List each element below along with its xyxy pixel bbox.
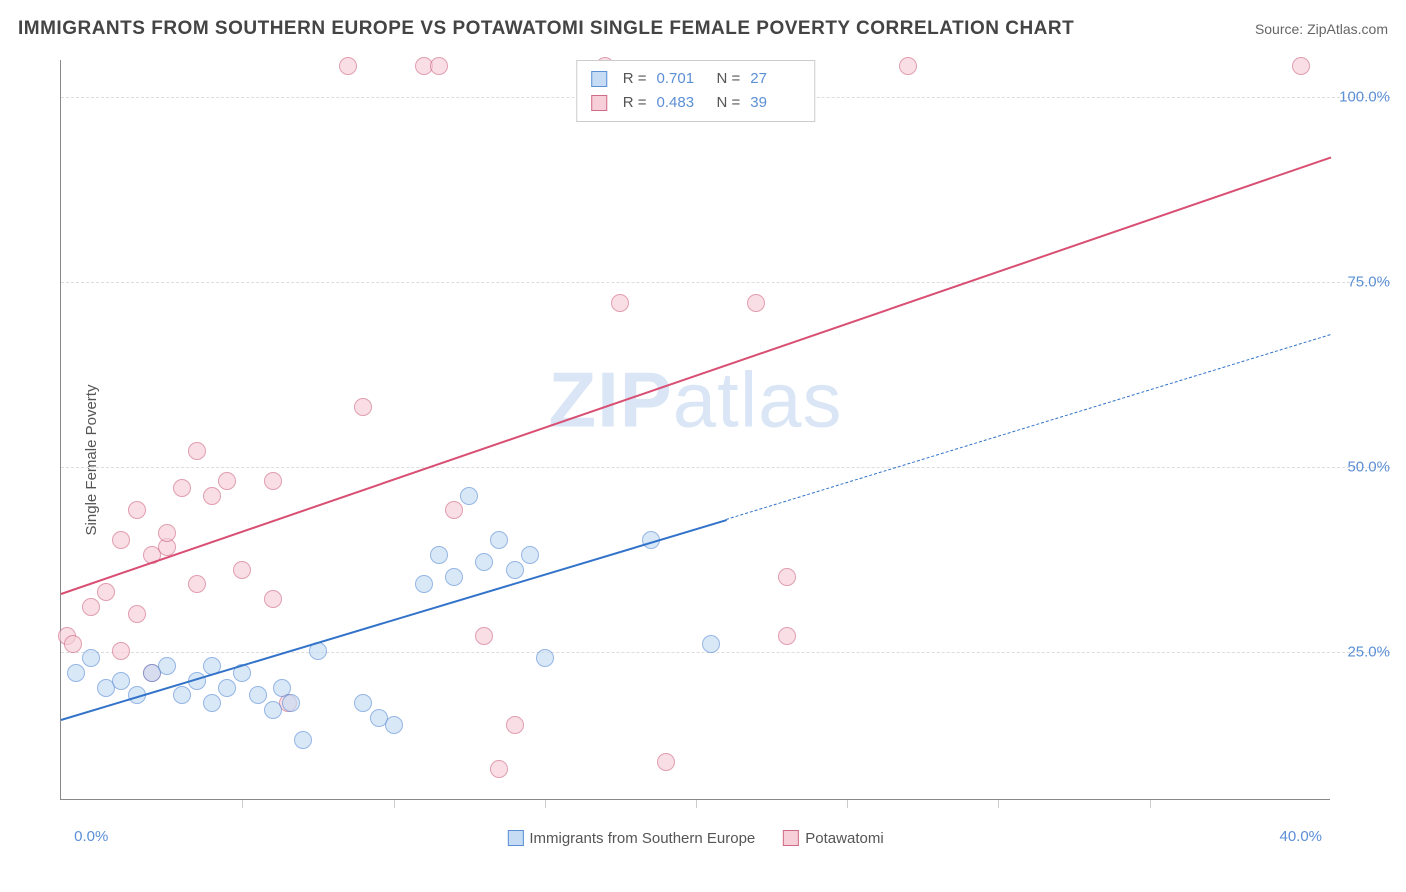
x-tick-label: 40.0% — [1279, 828, 1322, 845]
data-point-pink — [82, 598, 100, 616]
data-point-pink — [64, 635, 82, 653]
watermark-bold: ZIP — [548, 355, 672, 443]
watermark: ZIPatlas — [548, 354, 842, 445]
data-point-pink — [264, 472, 282, 490]
correlation-legend: R = 0.701 N = 27 R = 0.483 N = 39 — [576, 60, 816, 122]
data-point-pink — [188, 575, 206, 593]
legend-row-pink: R = 0.483 N = 39 — [591, 91, 801, 115]
r-value-blue: 0.701 — [657, 67, 707, 91]
data-point-blue — [445, 568, 463, 586]
gridline-h — [61, 652, 1390, 653]
data-point-pink — [203, 487, 221, 505]
x-tick — [394, 800, 395, 808]
n-value-blue: 27 — [750, 67, 800, 91]
x-tick — [847, 800, 848, 808]
r-label: R = — [623, 91, 647, 115]
n-value-pink: 39 — [750, 91, 800, 115]
data-point-blue — [203, 694, 221, 712]
r-label: R = — [623, 67, 647, 91]
data-point-pink — [97, 583, 115, 601]
x-tick — [998, 800, 999, 808]
data-point-pink — [475, 627, 493, 645]
data-point-pink — [233, 561, 251, 579]
data-point-pink — [112, 531, 130, 549]
y-tick-label: 75.0% — [1347, 274, 1390, 291]
data-point-pink — [899, 57, 917, 75]
data-point-blue — [158, 657, 176, 675]
data-point-blue — [67, 664, 85, 682]
n-label: N = — [717, 91, 741, 115]
data-point-pink — [657, 753, 675, 771]
watermark-light: atlas — [673, 355, 843, 443]
swatch-pink — [591, 95, 607, 111]
data-point-pink — [611, 294, 629, 312]
data-point-pink — [445, 501, 463, 519]
data-point-blue — [415, 575, 433, 593]
source-attribution: Source: ZipAtlas.com — [1255, 21, 1388, 37]
data-point-blue — [460, 487, 478, 505]
data-point-blue — [264, 701, 282, 719]
data-point-blue — [282, 694, 300, 712]
data-point-blue — [702, 635, 720, 653]
chart-area: Single Female Poverty ZIPatlas R = 0.701… — [60, 60, 1390, 860]
x-tick — [1150, 800, 1151, 808]
data-point-pink — [188, 442, 206, 460]
n-label: N = — [717, 67, 741, 91]
data-point-pink — [128, 501, 146, 519]
data-point-blue — [354, 694, 372, 712]
data-point-pink — [173, 479, 191, 497]
data-point-blue — [506, 561, 524, 579]
data-point-blue — [82, 649, 100, 667]
trend-line — [726, 334, 1331, 520]
data-point-pink — [158, 524, 176, 542]
data-point-blue — [218, 679, 236, 697]
data-point-pink — [339, 57, 357, 75]
data-point-pink — [264, 590, 282, 608]
data-point-pink — [218, 472, 236, 490]
x-tick — [242, 800, 243, 808]
legend-item-blue: Immigrants from Southern Europe — [507, 830, 755, 847]
swatch-blue — [507, 830, 523, 846]
data-point-pink — [747, 294, 765, 312]
swatch-pink — [783, 830, 799, 846]
data-point-blue — [385, 716, 403, 734]
legend-row-blue: R = 0.701 N = 27 — [591, 67, 801, 91]
swatch-blue — [591, 71, 607, 87]
chart-title: IMMIGRANTS FROM SOUTHERN EUROPE VS POTAW… — [18, 18, 1074, 40]
data-point-blue — [173, 686, 191, 704]
data-point-pink — [490, 760, 508, 778]
gridline-h — [61, 467, 1390, 468]
series-name-blue: Immigrants from Southern Europe — [529, 830, 755, 847]
x-tick — [545, 800, 546, 808]
data-point-blue — [249, 686, 267, 704]
data-point-blue — [521, 546, 539, 564]
series-legend: Immigrants from Southern Europe Potawato… — [507, 830, 883, 847]
data-point-blue — [475, 553, 493, 571]
y-tick-label: 50.0% — [1347, 459, 1390, 476]
data-point-blue — [490, 531, 508, 549]
x-tick — [696, 800, 697, 808]
data-point-pink — [1292, 57, 1310, 75]
data-point-pink — [128, 605, 146, 623]
legend-item-pink: Potawatomi — [783, 830, 883, 847]
x-tick-label: 0.0% — [74, 828, 108, 845]
r-value-pink: 0.483 — [657, 91, 707, 115]
plot-region: ZIPatlas R = 0.701 N = 27 R = 0.483 N = … — [60, 60, 1330, 800]
data-point-pink — [112, 642, 130, 660]
data-point-blue — [536, 649, 554, 667]
series-name-pink: Potawatomi — [805, 830, 883, 847]
data-point-blue — [294, 731, 312, 749]
gridline-h — [61, 282, 1390, 283]
data-point-pink — [354, 398, 372, 416]
y-tick-label: 25.0% — [1347, 644, 1390, 661]
y-tick-label: 100.0% — [1339, 89, 1390, 106]
data-point-pink — [506, 716, 524, 734]
data-point-blue — [112, 672, 130, 690]
data-point-blue — [430, 546, 448, 564]
data-point-pink — [430, 57, 448, 75]
data-point-pink — [778, 627, 796, 645]
data-point-pink — [778, 568, 796, 586]
